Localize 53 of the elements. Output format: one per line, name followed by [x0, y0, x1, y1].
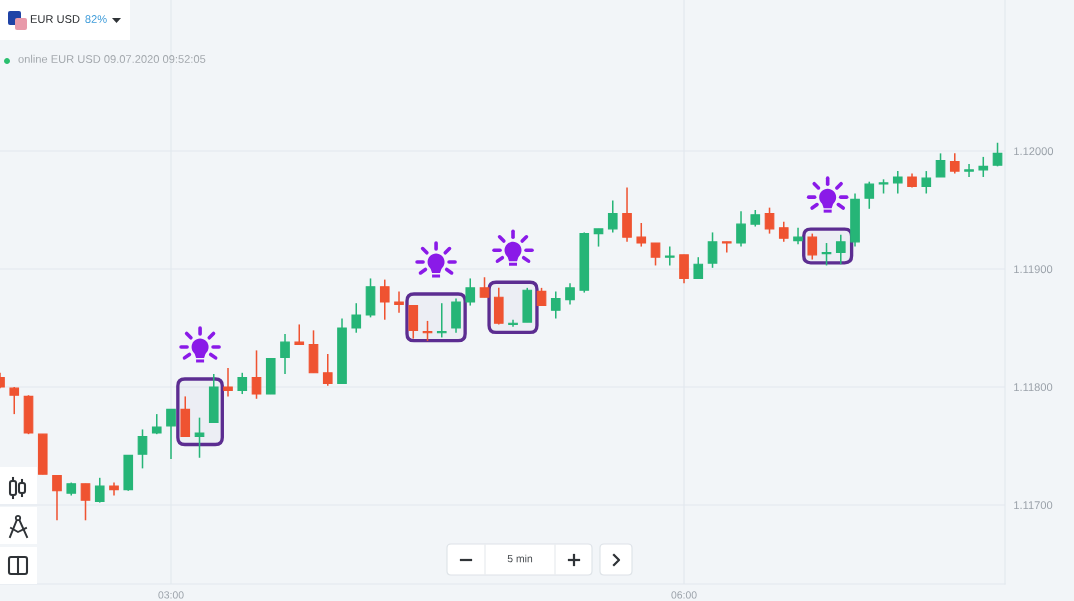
candlestick — [351, 302, 362, 334]
candlestick — [864, 180, 875, 210]
candlestick — [693, 256, 704, 280]
candlestick — [80, 482, 91, 522]
candlestick — [607, 199, 618, 234]
candlestick — [921, 170, 932, 195]
candlestick — [479, 276, 490, 299]
candlestick — [964, 163, 974, 178]
candlestick — [223, 367, 233, 398]
candlestick — [251, 349, 262, 400]
candlestick — [465, 277, 476, 307]
y-tick-label: 1.11700 — [1014, 501, 1053, 510]
candlestick — [565, 282, 575, 306]
candlestick — [94, 477, 105, 504]
candlestick — [166, 408, 176, 460]
x-tick-label: 03:00 — [158, 591, 184, 599]
candlestick — [9, 386, 20, 415]
candlestick — [394, 290, 404, 314]
candlestick — [807, 232, 818, 261]
candlestick — [650, 242, 661, 267]
candlestick — [508, 318, 518, 328]
candlestick — [636, 222, 647, 248]
candlestick — [778, 221, 789, 243]
candlestick — [835, 234, 846, 266]
candlestick — [679, 254, 689, 284]
candlestick — [280, 333, 290, 375]
candlestick — [664, 245, 675, 267]
candlestick — [764, 206, 775, 235]
candlestick — [194, 416, 205, 459]
candlestick — [622, 186, 632, 243]
candlestick — [379, 278, 390, 321]
candlestick — [52, 474, 62, 522]
candlestick — [949, 152, 960, 175]
candlestick — [978, 156, 989, 178]
candlestick — [892, 170, 903, 195]
candlestick — [721, 241, 732, 254]
y-tick-label: 1.12000 — [1014, 147, 1054, 156]
candlestick — [550, 290, 561, 320]
annotation: online EUR USD 09.07.2020 09:52:05 — [18, 54, 206, 63]
candlestick — [707, 231, 718, 269]
annotation: EUR USD — [30, 15, 80, 23]
candlestick — [137, 428, 148, 470]
candlestick — [322, 353, 333, 387]
annotation: 82% — [85, 15, 107, 23]
x-tick-label: 06:00 — [671, 591, 697, 599]
candlestick — [436, 302, 447, 339]
candlestick — [935, 152, 946, 178]
annotation: 5 min — [507, 554, 533, 563]
candlestick — [294, 323, 305, 346]
y-tick-label: 1.11800 — [1014, 383, 1053, 392]
candlestick — [736, 210, 746, 248]
candlestick — [237, 372, 248, 395]
y-tick-label: 1.11900 — [1014, 265, 1053, 274]
